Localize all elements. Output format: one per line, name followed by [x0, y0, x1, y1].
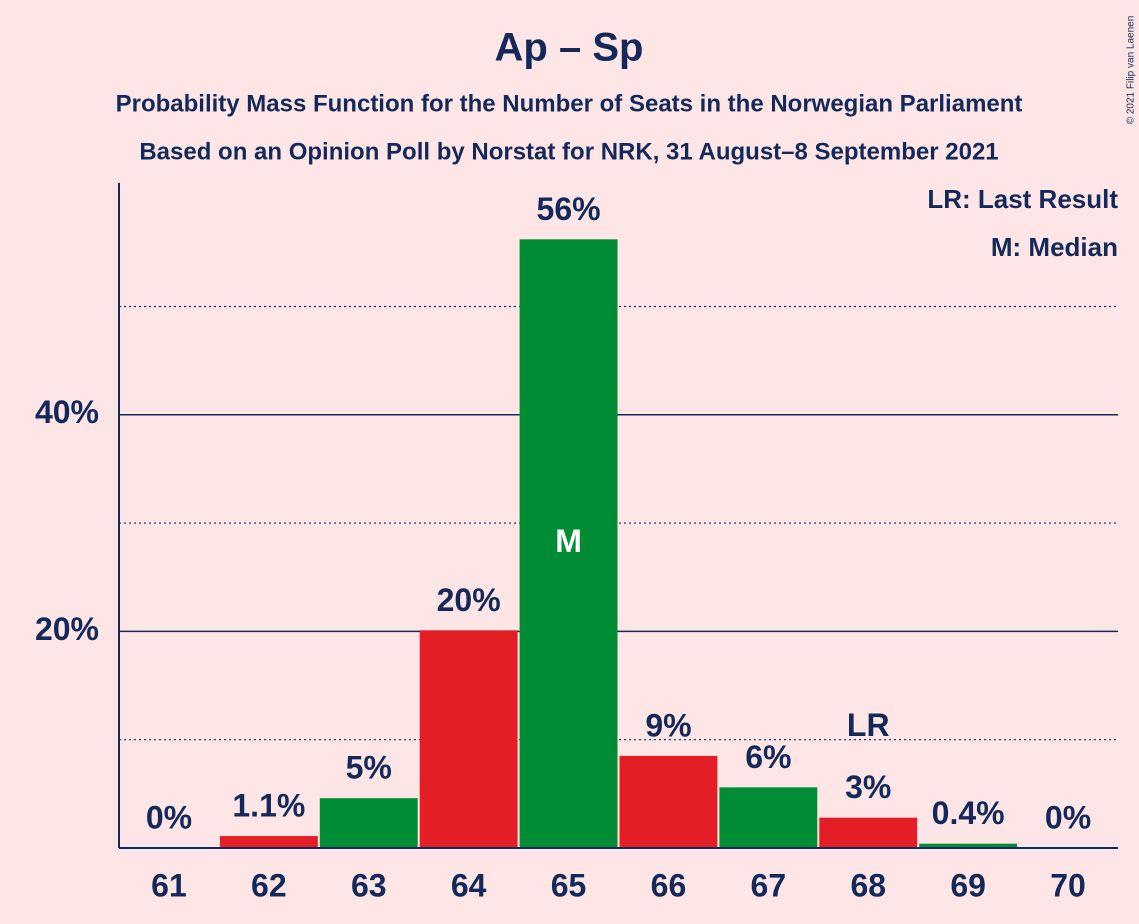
- median-marker: M: [555, 523, 582, 559]
- bar: [419, 630, 518, 848]
- value-label: 1.1%: [232, 788, 305, 824]
- x-tick-label: 69: [950, 867, 986, 903]
- y-tick-label: 40%: [35, 394, 99, 430]
- x-tick-label: 66: [651, 867, 687, 903]
- bar: [619, 755, 718, 848]
- bar: [519, 239, 618, 848]
- legend-entry: M: Median: [991, 232, 1118, 262]
- value-label: 9%: [645, 707, 691, 743]
- bar: [819, 817, 918, 848]
- x-tick-label: 61: [151, 867, 187, 903]
- copyright: © 2021 Filip van Laenen: [1126, 16, 1137, 125]
- bar: [919, 843, 1018, 848]
- x-tick-label: 70: [1050, 867, 1086, 903]
- value-label: 56%: [537, 191, 601, 227]
- value-label: 5%: [346, 750, 392, 786]
- value-label: 0%: [146, 799, 192, 835]
- x-tick-label: 68: [850, 867, 886, 903]
- value-label: 6%: [745, 739, 791, 775]
- y-tick-label: 20%: [35, 611, 99, 647]
- value-label: 0.4%: [932, 795, 1005, 831]
- x-tick-label: 63: [351, 867, 387, 903]
- chart-subtitle: Based on an Opinion Poll by Norstat for …: [139, 138, 998, 165]
- bar: [719, 787, 818, 848]
- legend-entry: LR: Last Result: [927, 184, 1118, 214]
- chart-subtitle: Probability Mass Function for the Number…: [116, 90, 1023, 117]
- x-tick-label: 65: [551, 867, 587, 903]
- x-tick-label: 62: [251, 867, 287, 903]
- x-tick-label: 67: [751, 867, 787, 903]
- last-result-marker: LR: [847, 707, 890, 743]
- value-label: 20%: [437, 582, 501, 618]
- value-label: 3%: [845, 769, 891, 805]
- x-tick-label: 64: [451, 867, 487, 903]
- chart-title: Ap – Sp: [495, 26, 644, 70]
- value-label: 0%: [1045, 799, 1091, 835]
- bar: [319, 798, 418, 848]
- bar: [219, 836, 318, 848]
